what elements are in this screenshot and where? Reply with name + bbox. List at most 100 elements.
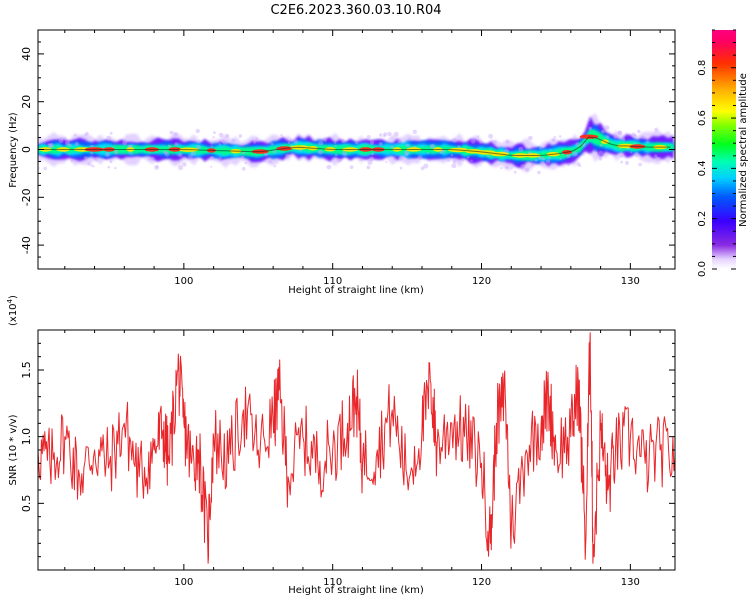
spectrogram-speckle: [58, 138, 64, 143]
spectrogram-speckle: [505, 139, 510, 144]
spectrogram-speckle: [218, 132, 224, 138]
spectrogram-speckle: [446, 157, 451, 162]
spectrogram-speckle: [151, 156, 155, 161]
spectrogram-speckle: [637, 129, 641, 134]
spectrogram-speckle: [467, 156, 470, 159]
top-y-axis: -40 -20 0 20 40: [20, 29, 675, 270]
spectrogram-speckle: [92, 165, 95, 168]
spectrogram-speckle: [618, 130, 622, 135]
spectrogram-speckle: [598, 156, 603, 161]
spectrogram-speckle: [317, 149, 323, 155]
spectrogram-speckle: [85, 131, 89, 135]
spectrogram-speckle: [601, 129, 605, 134]
spectrogram-speckle: [367, 159, 373, 165]
spectrogram-speckle: [427, 152, 430, 155]
chart-title: C2E6.2023.360.03.10.R04: [270, 3, 441, 18]
spectrogram-speckle: [222, 139, 228, 145]
spectrogram-speckle: [399, 166, 403, 170]
spectrogram-speckle: [638, 162, 642, 167]
spectrogram-speckle: [429, 143, 435, 149]
spectrogram-speckle: [500, 167, 503, 170]
spectrogram-speckle: [339, 158, 343, 162]
spectrogram-speckle: [210, 165, 213, 168]
spectrogram-speckle: [105, 152, 110, 158]
spectrogram-speckle: [477, 135, 480, 138]
spectrogram-speckle: [335, 153, 338, 157]
spectrogram-speckle: [387, 131, 392, 137]
spectrogram-speckle: [575, 142, 580, 147]
x-tick-label: 120: [472, 577, 491, 588]
spectrogram-speckle: [558, 135, 562, 138]
spectrogram-speckle: [398, 155, 404, 161]
spectrogram-speckle: [109, 131, 113, 135]
y-tick-label: 1.5: [20, 361, 33, 379]
spectrogram-speckle: [154, 164, 160, 170]
spectrogram-speckle: [220, 139, 225, 144]
spectrogram-speckle: [341, 138, 346, 143]
spectrogram-speckle: [582, 153, 585, 156]
spectrogram-speckle: [397, 138, 402, 144]
spectrogram-speckle: [541, 157, 545, 161]
spectrogram-speckle: [106, 135, 112, 141]
spectrogram-speckle: [385, 161, 388, 163]
spectrogram-speckle: [94, 157, 99, 162]
spectrogram-speckle: [540, 161, 545, 166]
spectrogram-speckle: [518, 146, 524, 152]
spectrogram-speckle: [462, 158, 465, 162]
spectrogram-speckle: [318, 140, 324, 146]
spectrogram-speckle: [68, 143, 72, 148]
snr-series-line: [38, 332, 675, 564]
spectrogram-speckle: [326, 164, 332, 170]
spectrogram-speckle: [404, 150, 410, 155]
spectrogram-panel: 100 110 120 130 -40 -20 0 20 40 Height of strai…: [8, 29, 676, 296]
spectrogram-speckle: [630, 151, 633, 154]
spectrogram-speckle: [470, 138, 476, 144]
spectrogram-speckle: [280, 134, 283, 137]
spectrogram-speckle: [122, 140, 128, 146]
x-tick-label: 110: [323, 276, 342, 287]
colorbar-tick-label: 0.2: [697, 211, 708, 227]
spectrogram-speckle: [190, 150, 196, 156]
ridge-line: [38, 136, 671, 156]
spectrogram-speckle: [253, 140, 256, 144]
spectrogram-speckle: [528, 135, 533, 141]
spectrogram-speckle: [114, 166, 117, 170]
spectrogram-speckle: [524, 167, 530, 172]
spectrogram-speckle: [378, 142, 383, 146]
spectrogram-speckle: [70, 159, 74, 163]
spectrogram-speckle: [113, 149, 119, 155]
spectrogram-speckle: [182, 162, 187, 167]
spectrogram-speckle: [572, 151, 578, 157]
spectrogram-speckle: [620, 160, 624, 164]
spectrogram-speckle: [520, 164, 526, 170]
spectrogram-speckle: [417, 155, 423, 161]
spectrogram-speckle: [173, 132, 178, 137]
spectrogram-speckle: [48, 143, 53, 149]
spectrogram-speckle: [379, 133, 383, 137]
spectrogram-speckle: [487, 154, 490, 158]
colorbar-tick-label: 0.8: [697, 60, 708, 76]
spectrogram-speckle: [290, 138, 293, 141]
spectrogram-heatmap: [38, 113, 674, 175]
x-tick-label: 120: [472, 276, 491, 287]
spectrogram-speckle: [74, 141, 79, 146]
spectrogram-speckle: [148, 157, 152, 161]
spectrogram-speckle: [371, 152, 374, 155]
spectrogram-speckle: [451, 163, 457, 169]
spectrogram-speckle: [270, 142, 274, 146]
bottom-x-axis: 100 110 120 130: [64, 330, 661, 588]
spectrogram-speckle: [47, 143, 50, 146]
spectrogram-speckle: [617, 130, 623, 136]
spectrogram-speckle: [390, 145, 394, 149]
spectrogram-speckle: [212, 136, 215, 139]
spectrogram-speckle: [383, 132, 388, 137]
spectrogram-speckle: [408, 137, 412, 141]
x-tick-label: 130: [621, 577, 640, 588]
spectrogram-speckle: [420, 166, 425, 171]
spectrogram-speckle: [598, 150, 603, 155]
spectrogram-speckle: [619, 153, 625, 158]
spectrogram-speckle: [450, 154, 453, 157]
spectrogram-speckle: [654, 154, 658, 158]
spectrogram-speckle: [90, 164, 93, 167]
spectrogram-speckle: [84, 133, 88, 137]
